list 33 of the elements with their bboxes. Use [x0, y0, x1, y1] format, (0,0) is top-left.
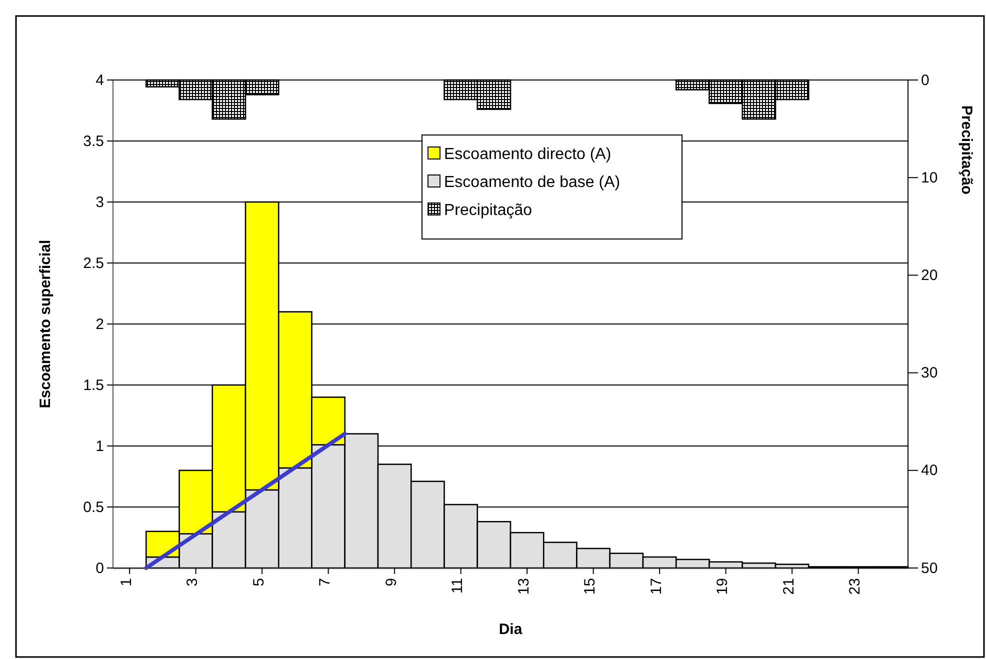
y-tick-label: 1.5 — [83, 376, 104, 394]
x-axis-title: Dia — [498, 621, 523, 638]
x-tick-label: 17 — [648, 578, 665, 595]
y2-tick-label: 20 — [921, 267, 938, 284]
x-tick-label: 9 — [382, 578, 400, 586]
x-tick-label: 13 — [515, 578, 532, 595]
y-tick-label: 3 — [96, 194, 104, 211]
x-tick-label: 21 — [780, 578, 798, 595]
y2-axis-title: Precipitação — [958, 105, 975, 195]
y-tick-label: 1 — [96, 438, 104, 455]
x-tick-label: 15 — [582, 578, 599, 595]
x-tick-label: 1 — [118, 578, 135, 586]
y-tick-label: 0 — [96, 560, 104, 577]
x-tick-label: 11 — [449, 578, 466, 594]
legend-label: Escoamento de base (A) — [444, 174, 620, 191]
y-tick-label: 2 — [96, 316, 104, 333]
y2-tick-label: 0 — [921, 72, 930, 89]
y-tick-label: 3.5 — [83, 132, 104, 150]
y-tick-label: 4 — [96, 72, 104, 89]
y-tick-label: 2.5 — [83, 254, 104, 272]
y2-tick-label: 30 — [921, 364, 938, 382]
y2-tick-label: 50 — [921, 560, 938, 577]
y-axis-title: Escoamento superficial — [37, 240, 54, 408]
y-tick-label: 0.5 — [83, 498, 104, 516]
legend-label: Precipitação — [444, 202, 532, 219]
x-tick-label: 7 — [316, 578, 334, 586]
x-tick-label: 3 — [184, 578, 202, 586]
x-tick-label: 5 — [250, 578, 268, 586]
legend-label: Escoamento directo (A) — [444, 146, 612, 163]
y2-tick-label: 40 — [921, 462, 938, 480]
x-tick-label: 23 — [846, 578, 864, 595]
x-tick-label: 19 — [714, 578, 732, 595]
y2-tick-label: 10 — [921, 169, 938, 186]
